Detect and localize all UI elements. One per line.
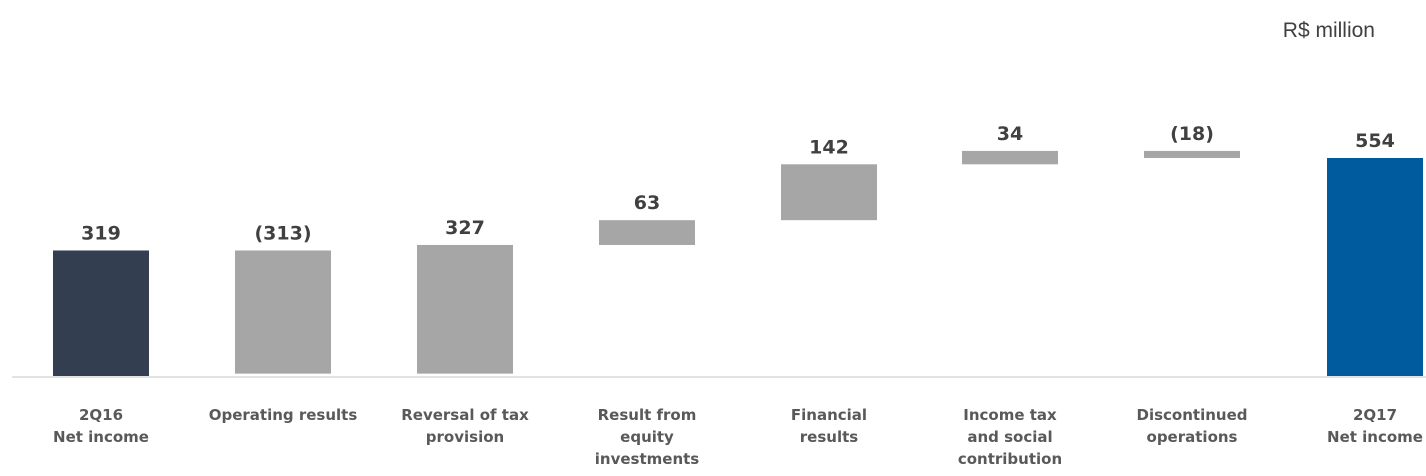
category-label-2-line-1: provision	[426, 428, 504, 446]
category-label-3-line-0: Result from	[598, 406, 697, 424]
category-label-2: Reversal of tax provision	[401, 406, 529, 446]
category-label-4: Financial results	[791, 406, 867, 446]
bar-2	[417, 244, 513, 374]
category-label-6: Discontinued operations	[1137, 406, 1248, 446]
value-label-4: 142	[809, 136, 849, 158]
category-label-4-line-0: Financial	[791, 406, 867, 424]
bars-group	[53, 150, 1423, 376]
category-label-7-line-1: Net income	[1327, 428, 1423, 446]
value-labels-group: 319 (313) 327 63 142 34 (18) 554	[81, 123, 1395, 245]
value-label-0: 319	[81, 222, 121, 244]
category-label-3-line-2: investments	[595, 450, 700, 468]
category-label-2-line-0: Reversal of tax	[401, 406, 529, 424]
value-label-6: (18)	[1170, 123, 1214, 145]
category-label-5-line-1: and social	[967, 428, 1052, 446]
bar-5	[962, 150, 1058, 165]
category-labels-group: 2Q16 Net income Operating results Reversal …	[53, 406, 1423, 468]
category-label-4-line-1: results	[800, 428, 858, 446]
value-label-1: (313)	[254, 222, 311, 244]
category-label-5-line-2: contribution	[958, 450, 1062, 468]
category-label-5-line-0: Income tax	[963, 406, 1057, 424]
category-label-1-line-0: Operating results	[209, 406, 358, 424]
value-label-3: 63	[634, 192, 660, 214]
bar-4	[781, 164, 877, 221]
value-label-5: 34	[997, 123, 1023, 145]
bar-6	[1144, 150, 1240, 158]
category-label-3: Result from equity investments	[595, 406, 700, 468]
category-label-3-line-1: equity	[620, 428, 674, 446]
bar-0	[53, 250, 149, 376]
category-label-1: Operating results	[209, 406, 358, 424]
category-label-6-line-1: operations	[1147, 428, 1238, 446]
category-label-7-line-0: 2Q17	[1353, 406, 1397, 424]
category-label-6-line-0: Discontinued	[1137, 406, 1248, 424]
bar-1	[235, 250, 331, 374]
category-label-0: 2Q16 Net income	[53, 406, 149, 446]
unit-label: R$ million	[1283, 19, 1375, 42]
category-label-5: Income tax and social contribution	[958, 406, 1062, 468]
value-label-7: 554	[1355, 130, 1395, 152]
category-label-0-line-1: Net income	[53, 428, 149, 446]
category-label-0-line-0: 2Q16	[79, 406, 123, 424]
category-label-7: 2Q17 Net income	[1327, 406, 1423, 446]
value-label-2: 327	[445, 217, 485, 239]
bar-3	[599, 220, 695, 245]
bar-7	[1327, 158, 1423, 376]
